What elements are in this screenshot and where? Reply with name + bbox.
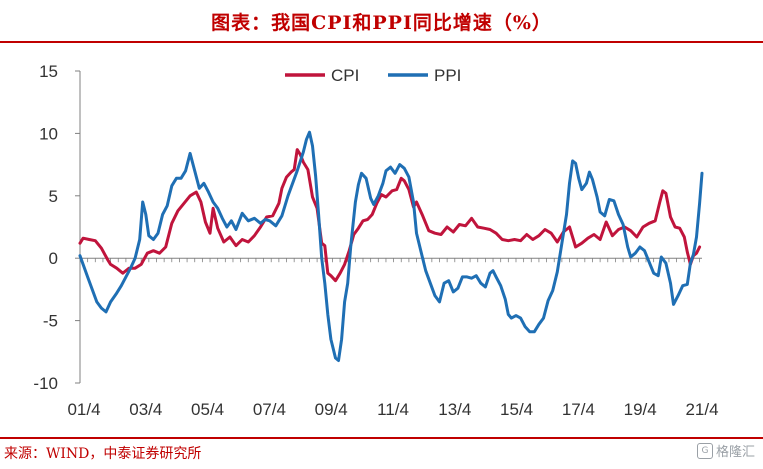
y-tick-label: -10: [33, 374, 58, 393]
y-tick-label: 10: [39, 124, 58, 143]
chart-title: 图表：我国CPI和PPI同比增速（%）: [211, 12, 552, 34]
x-tick-label: 21/4: [685, 400, 718, 419]
x-tick-label: 01/4: [67, 400, 100, 419]
title-underline: [0, 41, 763, 43]
legend-label-cpi: CPI: [331, 66, 359, 85]
x-tick-label: 13/4: [438, 400, 471, 419]
y-tick-label: 15: [39, 62, 58, 81]
watermark-text: 格隆汇: [715, 445, 755, 460]
y-tick-label: -5: [43, 312, 58, 331]
x-tick-label: 17/4: [562, 400, 595, 419]
chart-axes: -10 -5 0 5 10 15 01/4 03/4 05/4 07/4 09/4 11/4 13/4 1…: [33, 62, 718, 419]
line-chart: -10 -5 0 5 10 15 01/4 03/4 05/4 07/4 09/4 11/4 13/4 1…: [33, 62, 718, 419]
watermark-logo-icon: G: [696, 442, 713, 459]
y-tick-label: 5: [49, 187, 58, 206]
source-divider: [0, 437, 763, 439]
chart-legend: CPI PPI: [285, 66, 461, 85]
x-tick-label: 11/4: [377, 400, 409, 419]
source-note: 来源：WIND，中泰证券研究所: [4, 446, 202, 462]
series-line-ppi: [78, 130, 704, 362]
watermark: G 格隆汇: [696, 441, 755, 460]
x-tick-label: 03/4: [129, 400, 162, 419]
legend-label-ppi: PPI: [434, 66, 461, 85]
x-tick-label: 15/4: [500, 400, 533, 419]
y-tick-label: 0: [49, 249, 58, 268]
title-bar: 图表：我国CPI和PPI同比增速（%）: [0, 0, 763, 44]
x-tick-label: 05/4: [191, 400, 224, 419]
x-tick-label: 07/4: [253, 400, 286, 419]
x-tick-label: 19/4: [624, 400, 657, 419]
x-tick-label: 09/4: [315, 400, 348, 419]
series-line-cpi: [78, 148, 702, 283]
chart-series: [78, 130, 704, 362]
